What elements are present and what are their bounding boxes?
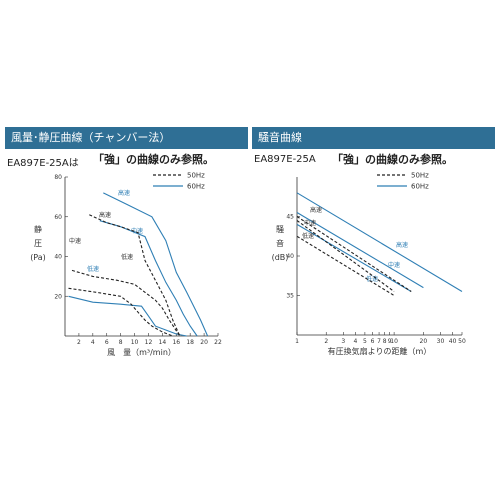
- legend-50hz-label: 50Hz: [187, 172, 205, 180]
- pq-chart: 2 4 6 8 10 12 14 16 18 20 22 20 40 60 80 静圧 (Pa) 風 量（m³/m…: [30, 172, 222, 358]
- x-tick-label: 20: [200, 339, 208, 346]
- noise-chart-header: 騒音曲線: [252, 127, 495, 149]
- x-tick-label: 30: [437, 338, 445, 345]
- series-curve-label: 中速: [131, 227, 143, 235]
- x-tick-label: 3: [341, 338, 345, 345]
- noise-chart-panel: 騒音曲線 EA897E-25A 「強」の曲線のみ参照。 1 2 3 4 5 6 7 8 9 10 2…: [252, 127, 495, 357]
- series-line-60hz-1: [99, 220, 198, 337]
- y-axis-label: (Pa): [30, 253, 46, 262]
- x-axis-label: 風 量（m³/min）: [107, 348, 176, 357]
- series-line-60hz-2: [68, 295, 187, 337]
- pq-note-text: 「強」の曲線のみ参照。: [93, 153, 214, 166]
- x-tick-label: 9: [388, 338, 392, 345]
- series-curve-label: 高速: [396, 241, 408, 249]
- y-axis-label: (dB): [272, 253, 289, 262]
- y-tick-label: 80: [54, 174, 62, 181]
- y-tick-label: 45: [286, 214, 294, 221]
- series-line-60hz-0: [296, 192, 463, 292]
- x-tick-label: 18: [186, 339, 194, 346]
- y-axis-label: 静: [34, 224, 42, 234]
- y-tick-label: 40: [286, 253, 294, 260]
- legend-50hz-label: 50Hz: [411, 172, 429, 180]
- series-curve-label: 低速: [302, 232, 314, 240]
- x-tick-label: 10: [390, 338, 398, 345]
- series-line-50hz-4: [296, 220, 395, 292]
- x-tick-label: 6: [105, 339, 109, 346]
- x-tick-label: 1: [295, 338, 299, 345]
- y-axis-label: 圧: [34, 239, 42, 248]
- y-tick-label: 20: [54, 293, 62, 300]
- series-curve-label: 中速: [388, 261, 400, 269]
- series-line-50hz-5: [296, 235, 395, 296]
- series-curve-label: 高速: [310, 206, 322, 214]
- x-tick-label: 20: [420, 338, 428, 345]
- series-line-60hz-0: [103, 192, 209, 337]
- pq-chart-header: 風量･静圧曲線（チャンバー法）: [5, 127, 248, 149]
- x-tick-label: 12: [145, 339, 153, 346]
- series-curve-label: 低速: [121, 253, 133, 261]
- x-tick-label: 8: [119, 339, 123, 346]
- series-line-50hz-5: [68, 287, 173, 337]
- pq-chart-panel: 風量･静圧曲線（チャンバー法） EA897E-25Aは 「強」の曲線のみ参照。 …: [5, 127, 248, 358]
- x-tick-label: 40: [449, 338, 457, 345]
- series-curve-label: 高速: [99, 211, 111, 219]
- series-curve-label: 中速: [69, 237, 81, 245]
- series-curve-label: 低速: [366, 275, 378, 283]
- noise-note-text: 「強」の曲線のみ参照。: [332, 153, 453, 166]
- series-curve-label: 低速: [87, 265, 99, 273]
- y-tick-label: 35: [286, 293, 294, 300]
- x-axis-label: 有圧換気扇よりの距離（m）: [328, 346, 432, 356]
- x-tick-label: 2: [324, 338, 328, 345]
- x-tick-label: 50: [458, 338, 466, 345]
- noise-chart: 1 2 3 4 5 6 7 8 910 20 30 40 50354045騒音(dB)有圧換気扇よりの距…: [272, 172, 466, 357]
- pq-model-text: EA897E-25Aは: [7, 158, 79, 169]
- x-tick-label: 2: [77, 339, 81, 346]
- x-tick-label: 22: [214, 339, 222, 346]
- x-tick-label: 14: [159, 339, 167, 346]
- x-tick-label: 5: [363, 338, 367, 345]
- x-tick-label: 10: [131, 339, 139, 346]
- x-tick-label: 6: [371, 338, 375, 345]
- x-tick-label: 4: [91, 339, 95, 346]
- y-axis-label: 音: [276, 238, 284, 248]
- y-tick-label: 60: [54, 214, 62, 221]
- series-line-50hz-4: [71, 269, 181, 337]
- series-line-50hz-3: [89, 214, 181, 337]
- series-line-60hz-1: [296, 212, 424, 289]
- y-axis-label: 騒: [276, 225, 284, 234]
- y-tick-label: 40: [54, 254, 62, 261]
- legend-60hz-label: 60Hz: [411, 183, 429, 191]
- legend-60hz-label: 60Hz: [187, 183, 205, 191]
- series-line-60hz-2: [296, 223, 412, 292]
- series-curve-label: 中速: [304, 219, 316, 227]
- x-tick-label: 16: [172, 339, 180, 346]
- x-tick-label: 7: [377, 338, 381, 345]
- x-tick-label: 4: [354, 338, 358, 345]
- series-curve-label: 高速: [118, 189, 130, 197]
- x-tick-label: 8: [383, 338, 387, 345]
- noise-model-text: EA897E-25A: [254, 154, 316, 165]
- series-line-50hz-3: [296, 216, 412, 292]
